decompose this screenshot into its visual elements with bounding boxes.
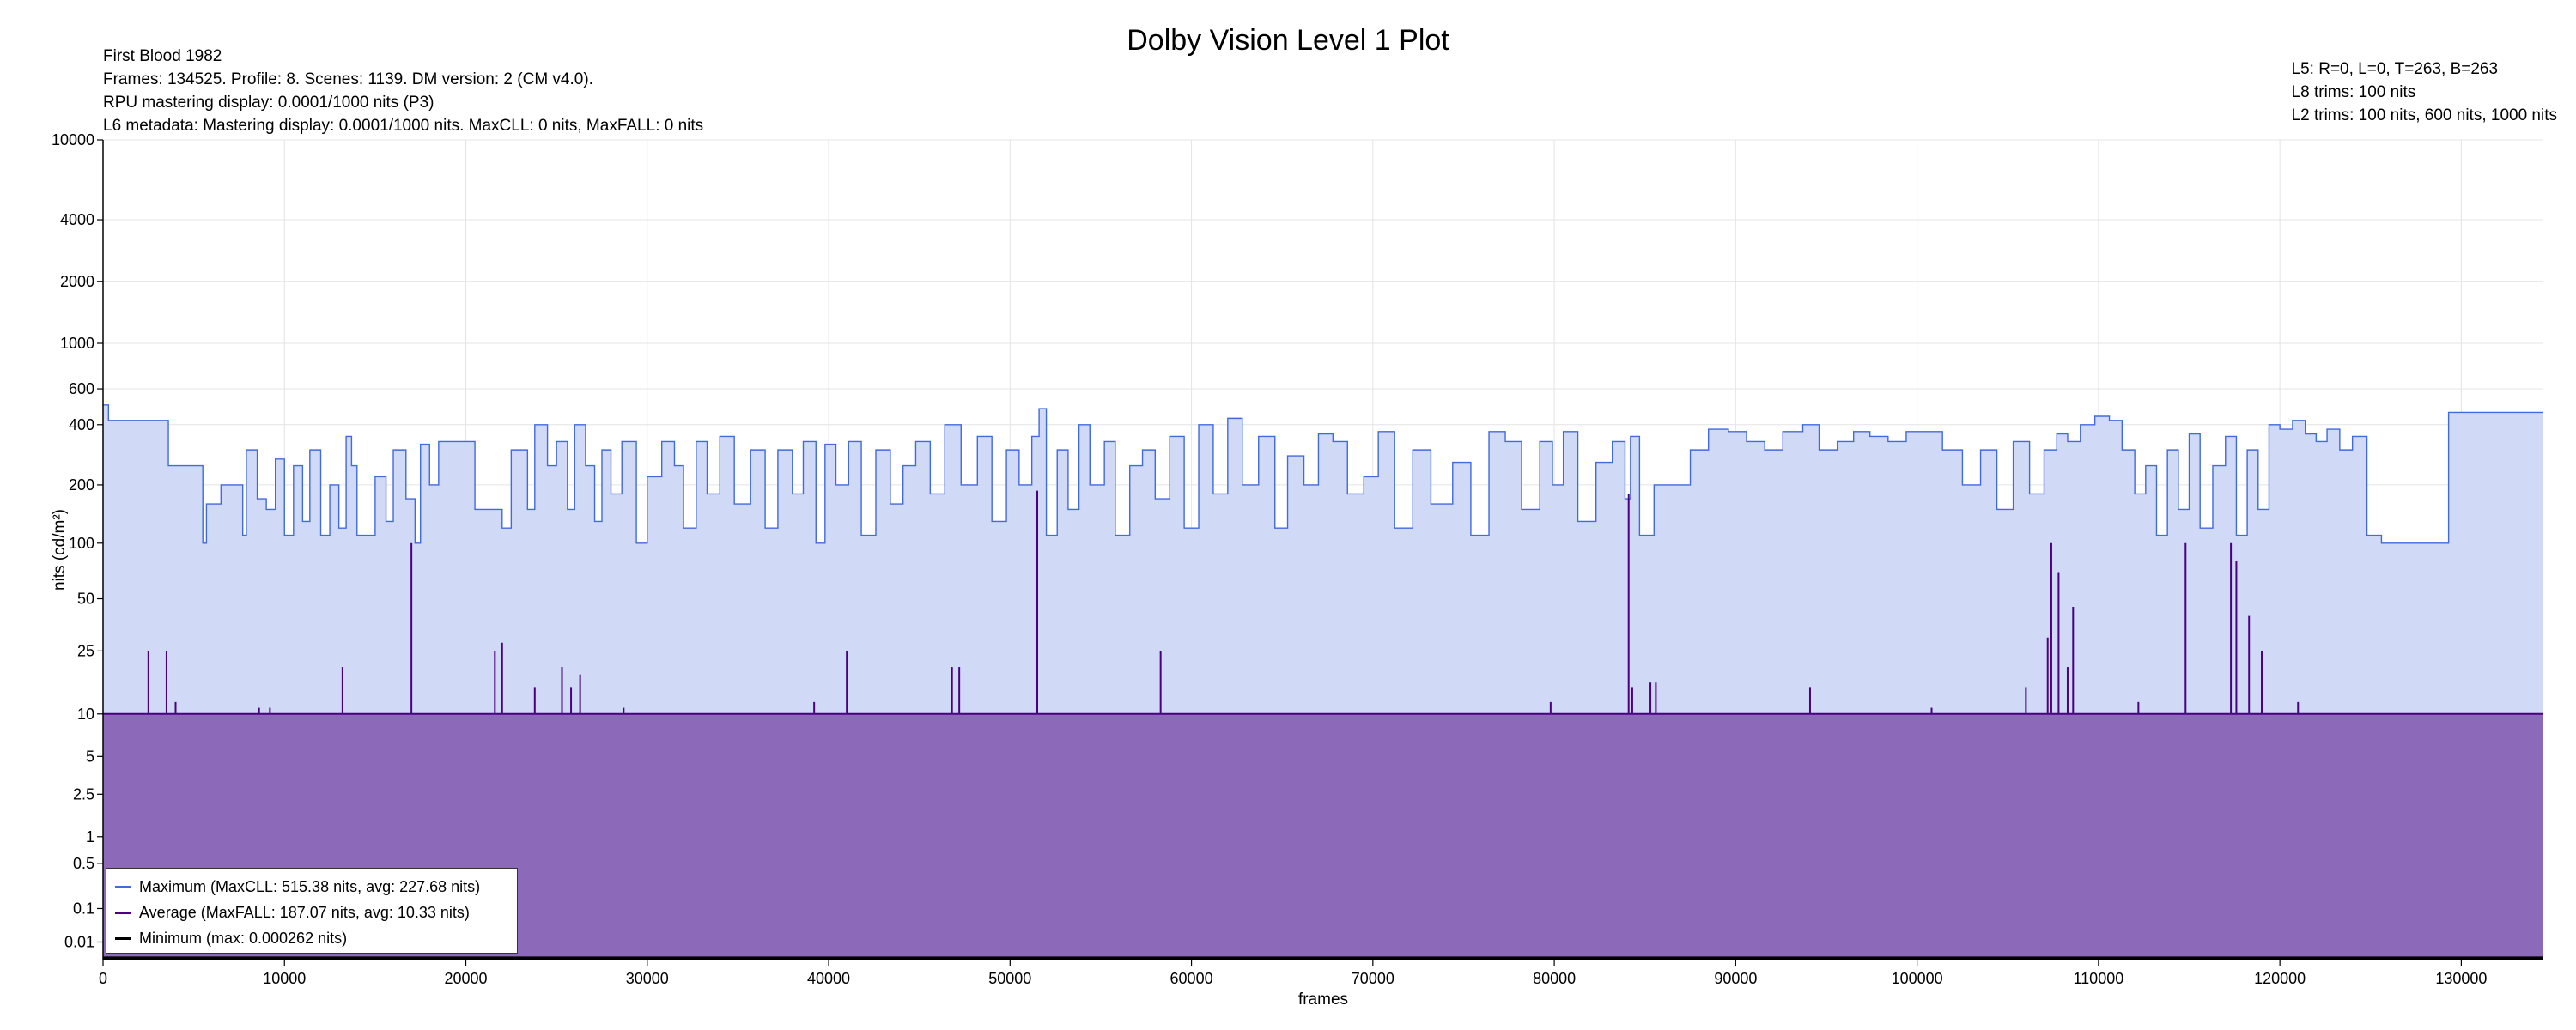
series-maximum-line bbox=[103, 404, 2543, 544]
x-tick-label-6: 60000 bbox=[1170, 970, 1213, 987]
y-tick-label-1: 0.1 bbox=[73, 900, 94, 917]
y-tick-label-13: 1000 bbox=[60, 335, 94, 352]
x-tick-label-13: 130000 bbox=[2435, 970, 2487, 987]
legend-item-maximum: Maximum (MaxCLL: 515.38 nits, avg: 227.6… bbox=[115, 874, 517, 900]
x-tick-label-10: 100000 bbox=[1892, 970, 1943, 987]
x-tick-label-7: 70000 bbox=[1352, 970, 1394, 987]
y-tick-label-6: 10 bbox=[77, 706, 94, 723]
legend-label-maximum: Maximum (MaxCLL: 515.38 nits, avg: 227.6… bbox=[139, 877, 481, 895]
legend-swatch-maximum bbox=[115, 885, 131, 888]
info-right: L5: R=0, L=0, T=263, B=263 L8 trims: 100… bbox=[2292, 58, 2557, 127]
movie-title: First Blood 1982 bbox=[103, 47, 222, 65]
y-tick-label-3: 1 bbox=[86, 828, 94, 845]
frames-info: Frames: 134525. Profile: 8. Scenes: 1139… bbox=[103, 70, 593, 88]
x-axis-label: frames bbox=[1298, 991, 1348, 1009]
chart-title: Dolby Vision Level 1 Plot bbox=[1127, 24, 1449, 57]
x-tick-label-2: 20000 bbox=[444, 970, 487, 987]
y-tick-label-8: 50 bbox=[77, 591, 94, 608]
legend-item-average: Average (MaxFALL: 187.07 nits, avg: 10.3… bbox=[115, 900, 517, 925]
x-tick-label-9: 90000 bbox=[1714, 970, 1757, 987]
legend-label-average: Average (MaxFALL: 187.07 nits, avg: 10.3… bbox=[139, 903, 470, 921]
legend-item-minimum: Minimum (max: 0.000262 nits) bbox=[115, 925, 517, 951]
x-tick-label-1: 10000 bbox=[263, 970, 306, 987]
y-tick-label-10: 200 bbox=[69, 476, 94, 494]
x-tick-label-5: 50000 bbox=[988, 970, 1031, 987]
l2-trims-info: L2 trims: 100 nits, 600 nits, 1000 nits bbox=[2291, 106, 2557, 124]
y-tick-label-14: 2000 bbox=[60, 273, 94, 290]
l5-info: L5: R=0, L=0, T=263, B=263 bbox=[2291, 60, 2499, 78]
y-tick-label-12: 600 bbox=[69, 380, 94, 397]
x-tick-label-11: 110000 bbox=[2074, 970, 2124, 987]
legend-label-minimum: Minimum (max: 0.000262 nits) bbox=[139, 929, 348, 947]
x-tick-label-12: 120000 bbox=[2254, 970, 2306, 987]
y-tick-label-16: 10000 bbox=[52, 131, 94, 148]
y-tick-label-7: 25 bbox=[77, 642, 94, 659]
x-tick-label-3: 30000 bbox=[626, 970, 669, 987]
l6-metadata-info: L6 metadata: Mastering display: 0.0001/1… bbox=[103, 117, 704, 135]
x-tick-label-8: 80000 bbox=[1533, 970, 1576, 987]
y-tick-label-0: 0.01 bbox=[64, 933, 94, 950]
y-tick-label-11: 400 bbox=[69, 416, 94, 433]
info-left: First Blood 1982 Frames: 134525. Profile… bbox=[103, 45, 703, 137]
legend-swatch-minimum bbox=[115, 936, 131, 940]
y-axis-label: nits (cd/m²) bbox=[51, 509, 69, 591]
y-tick-label-5: 5 bbox=[86, 748, 94, 765]
y-tick-label-2: 0.5 bbox=[73, 855, 94, 872]
legend: Maximum (MaxCLL: 515.38 nits, avg: 227.6… bbox=[106, 868, 518, 954]
y-tick-label-4: 2.5 bbox=[73, 785, 94, 803]
x-tick-label-0: 0 bbox=[99, 970, 107, 987]
y-tick-label-9: 100 bbox=[69, 535, 94, 552]
legend-swatch-average bbox=[115, 911, 131, 914]
x-tick-label-4: 40000 bbox=[807, 970, 850, 987]
y-tick-label-15: 4000 bbox=[60, 211, 94, 228]
l8-trims-info: L8 trims: 100 nits bbox=[2291, 83, 2416, 101]
rpu-mastering-info: RPU mastering display: 0.0001/1000 nits … bbox=[103, 94, 434, 112]
